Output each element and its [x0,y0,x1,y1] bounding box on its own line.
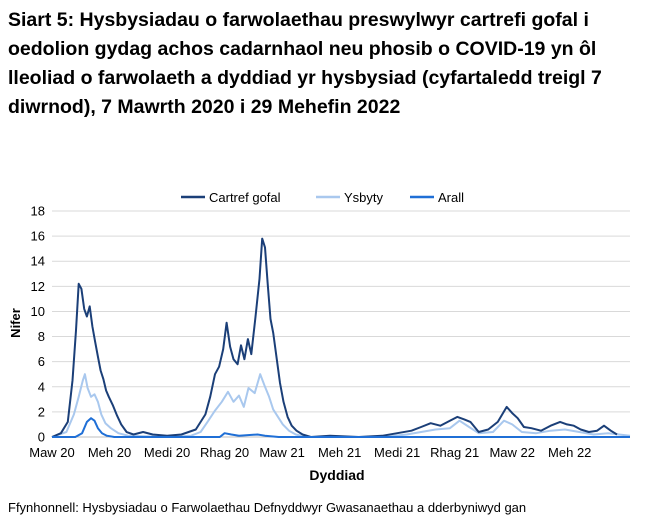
x-tick-label: Maw 22 [489,445,535,460]
x-tick-label: Meh 20 [88,445,131,460]
y-tick-label: 2 [38,404,45,419]
x-tick-label: Rhag 21 [430,445,479,460]
y-tick-label: 18 [31,204,45,219]
x-tick-label: Meh 22 [548,445,591,460]
x-tick-label: Maw 21 [259,445,305,460]
y-tick-label: 10 [31,304,45,319]
legend-label: Arall [438,190,464,205]
y-tick-label: 4 [38,379,45,394]
y-tick-label: 12 [31,279,45,294]
y-tick-label: 6 [38,354,45,369]
x-tick-label: Rhag 20 [200,445,249,460]
y-tick-label: 16 [31,229,45,244]
y-axis-title: Nifer [8,308,23,338]
y-tick-label: 0 [38,430,45,445]
legend-label: Cartref gofal [209,190,281,205]
series-lines [51,237,631,438]
x-tick-label: Medi 21 [374,445,420,460]
y-tick-label: 8 [38,329,45,344]
chart-title: Siart 5: Hysbysiadau o farwolaethau pres… [8,9,602,118]
y-tick-label: 14 [31,254,45,269]
series-line-0 [51,237,618,438]
series-line-1 [51,373,631,438]
series-line-2 [52,417,630,438]
x-axis-title: Dyddiad [309,467,364,483]
legend: Cartref gofal Ysbyty Arall [181,190,464,205]
x-tick-label: Medi 20 [144,445,190,460]
legend-label: Ysbyty [344,190,384,205]
x-tick-label: Maw 20 [29,445,75,460]
x-tick-label: Meh 21 [318,445,361,460]
gridlines [52,210,630,413]
source-note: Ffynhonnell: Hysbysiadau o Farwolaethau … [8,500,527,515]
